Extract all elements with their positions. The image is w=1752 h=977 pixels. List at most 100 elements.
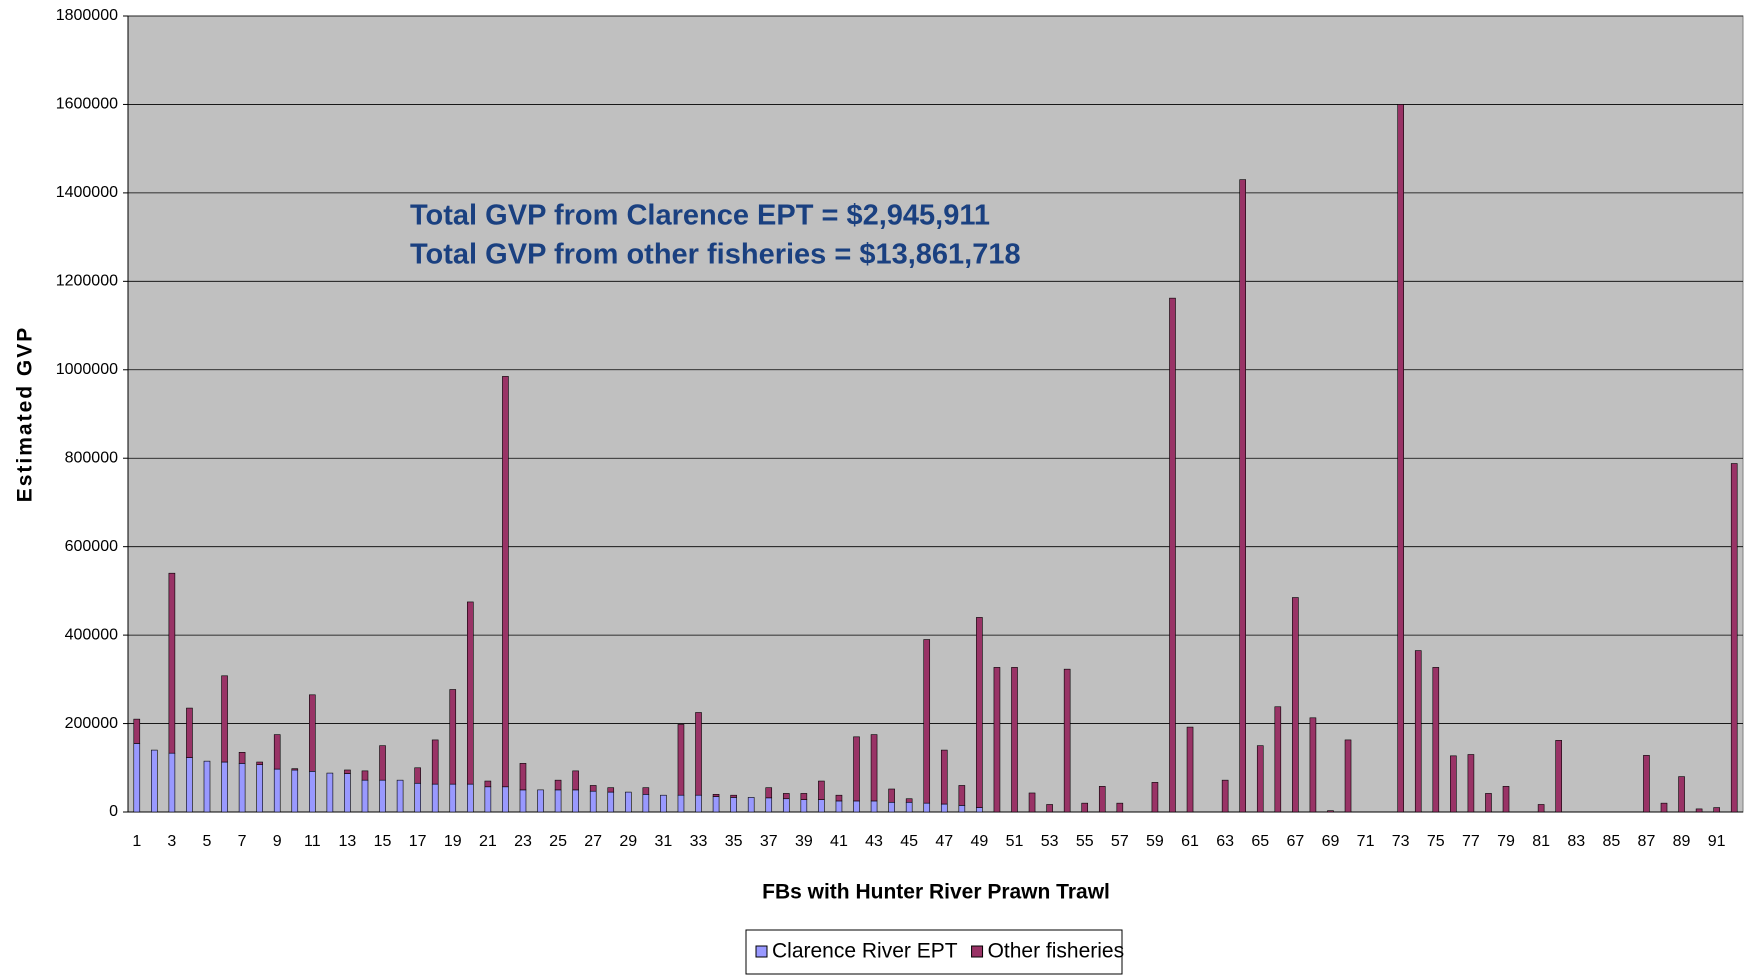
bar bbox=[186, 707, 193, 758]
bar bbox=[133, 743, 141, 813]
x-tick-label: 73 bbox=[1392, 833, 1410, 850]
x-tick-label: 55 bbox=[1076, 833, 1094, 850]
bar bbox=[221, 761, 228, 813]
x-tick-label: 53 bbox=[1041, 833, 1059, 850]
x-tick-label: 33 bbox=[690, 833, 708, 850]
legend-label: Clarence River EPT bbox=[772, 940, 958, 963]
bar bbox=[870, 734, 878, 802]
bar bbox=[976, 617, 983, 808]
x-tick-label: 43 bbox=[865, 833, 883, 850]
bar bbox=[414, 767, 421, 784]
x-tick-label: 47 bbox=[935, 833, 953, 850]
bar bbox=[940, 803, 948, 813]
x-tick-label: 25 bbox=[549, 833, 567, 850]
bar bbox=[1186, 726, 1194, 813]
x-tick-label: 45 bbox=[900, 833, 918, 850]
bar bbox=[1081, 802, 1089, 813]
bar bbox=[554, 789, 562, 813]
x-tick-label: 35 bbox=[725, 833, 743, 850]
bar bbox=[1028, 792, 1036, 813]
bar bbox=[186, 757, 193, 813]
bar bbox=[256, 761, 263, 765]
x-tick-label: 65 bbox=[1251, 833, 1269, 850]
bar bbox=[747, 797, 755, 813]
bar bbox=[589, 790, 597, 813]
y-tick-label: 1600000 bbox=[56, 96, 118, 113]
bar bbox=[782, 793, 790, 800]
bar bbox=[554, 779, 562, 791]
bar bbox=[1292, 597, 1299, 813]
bar bbox=[361, 779, 369, 813]
y-tick-label: 1000000 bbox=[56, 361, 118, 378]
x-tick-label: 59 bbox=[1146, 833, 1164, 850]
bar bbox=[958, 785, 966, 806]
bar bbox=[203, 760, 211, 813]
bar bbox=[1063, 668, 1071, 813]
y-tick-label: 800000 bbox=[65, 449, 118, 466]
bar bbox=[519, 763, 527, 791]
bar bbox=[677, 724, 685, 796]
bar bbox=[712, 796, 720, 813]
x-tick-label: 19 bbox=[444, 833, 462, 850]
bar bbox=[1309, 717, 1317, 813]
bar bbox=[818, 799, 825, 813]
bar bbox=[712, 794, 720, 797]
legend-swatch bbox=[755, 945, 768, 958]
bar bbox=[151, 749, 158, 813]
y-tick-label: 0 bbox=[109, 803, 118, 820]
bar bbox=[1327, 810, 1334, 813]
bar bbox=[291, 768, 299, 771]
bar bbox=[449, 689, 457, 785]
bar bbox=[572, 770, 579, 791]
bar bbox=[905, 798, 913, 803]
bar bbox=[431, 739, 439, 785]
bar bbox=[800, 799, 808, 813]
y-axis-title: Estimated GVP bbox=[14, 326, 37, 503]
x-tick-label: 21 bbox=[479, 833, 497, 850]
bar bbox=[607, 787, 615, 793]
bar bbox=[923, 802, 931, 813]
bar bbox=[1555, 740, 1562, 813]
x-tick-label: 71 bbox=[1357, 833, 1375, 850]
bar bbox=[1414, 650, 1422, 813]
bar bbox=[923, 639, 931, 804]
bar bbox=[1643, 755, 1650, 813]
bar bbox=[344, 773, 351, 813]
bar bbox=[765, 787, 773, 799]
bar bbox=[940, 749, 948, 805]
bar bbox=[1485, 793, 1492, 813]
bar bbox=[537, 789, 544, 813]
bar bbox=[730, 797, 737, 813]
x-tick-label: 83 bbox=[1567, 833, 1585, 850]
bar bbox=[835, 800, 843, 813]
bar bbox=[379, 779, 386, 813]
bar bbox=[660, 794, 667, 813]
bar bbox=[765, 797, 773, 813]
x-tick-label: 37 bbox=[760, 833, 778, 850]
bar bbox=[1046, 804, 1053, 813]
bar bbox=[256, 764, 263, 813]
bar bbox=[361, 770, 369, 781]
bar bbox=[1344, 739, 1352, 813]
x-tick-label: 69 bbox=[1322, 833, 1340, 850]
x-tick-label: 39 bbox=[795, 833, 813, 850]
bar bbox=[379, 745, 386, 781]
x-tick-label: 89 bbox=[1673, 833, 1691, 850]
legend-swatch bbox=[971, 945, 984, 958]
bar bbox=[431, 783, 439, 813]
x-tick-label: 41 bbox=[830, 833, 848, 850]
x-tick-label: 7 bbox=[238, 833, 247, 850]
x-tick-label: 9 bbox=[273, 833, 282, 850]
y-tick-label: 200000 bbox=[65, 715, 118, 732]
bar bbox=[905, 801, 913, 813]
bar bbox=[1011, 667, 1018, 813]
bar bbox=[502, 786, 509, 813]
bar bbox=[958, 805, 966, 813]
plot-area bbox=[127, 15, 1744, 813]
bar bbox=[1239, 179, 1247, 813]
bar bbox=[414, 782, 421, 813]
bar bbox=[502, 376, 509, 788]
x-tick-label: 11 bbox=[304, 833, 321, 850]
bar bbox=[677, 794, 685, 813]
x-tick-label: 63 bbox=[1216, 833, 1234, 850]
